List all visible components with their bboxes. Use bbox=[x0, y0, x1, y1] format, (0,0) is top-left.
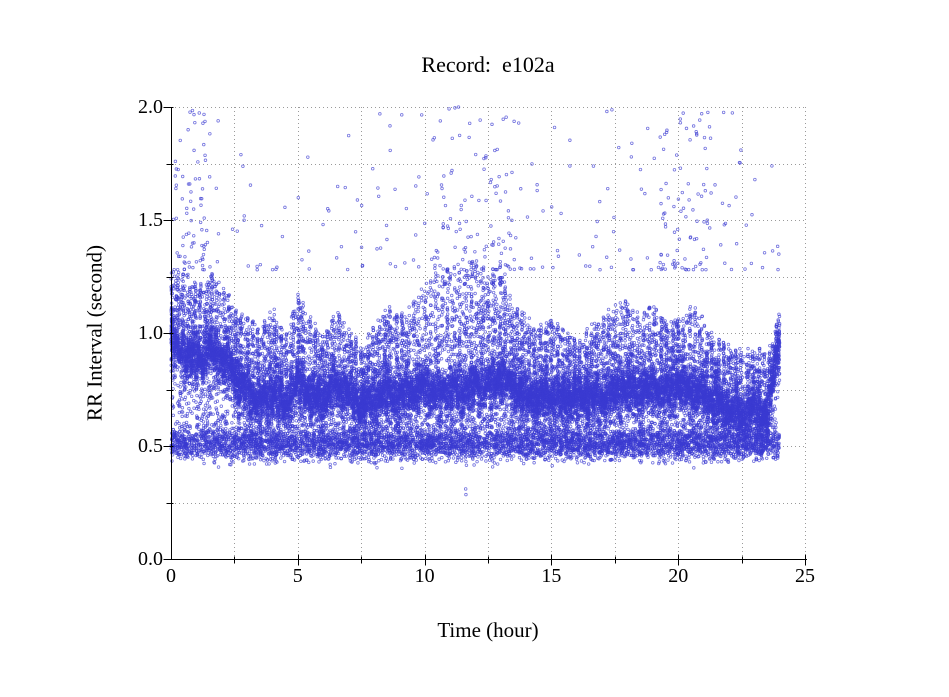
y-tick-label: 0.0 bbox=[138, 548, 163, 570]
x-tick-label: 10 bbox=[414, 565, 435, 587]
x-tick-label: 25 bbox=[795, 565, 815, 587]
x-tick-label: 5 bbox=[292, 565, 303, 587]
y-tick-label: 1.5 bbox=[138, 209, 163, 231]
y-tick-label: 1.0 bbox=[138, 322, 163, 344]
x-tick-label: 0 bbox=[166, 565, 176, 587]
x-tick-label: 20 bbox=[668, 565, 689, 587]
y-tick-label: 2.0 bbox=[138, 96, 163, 118]
y-tick-label: 0.5 bbox=[138, 435, 163, 457]
x-axis-label: Time (hour) bbox=[437, 618, 539, 642]
x-tick-label: 15 bbox=[541, 565, 562, 587]
